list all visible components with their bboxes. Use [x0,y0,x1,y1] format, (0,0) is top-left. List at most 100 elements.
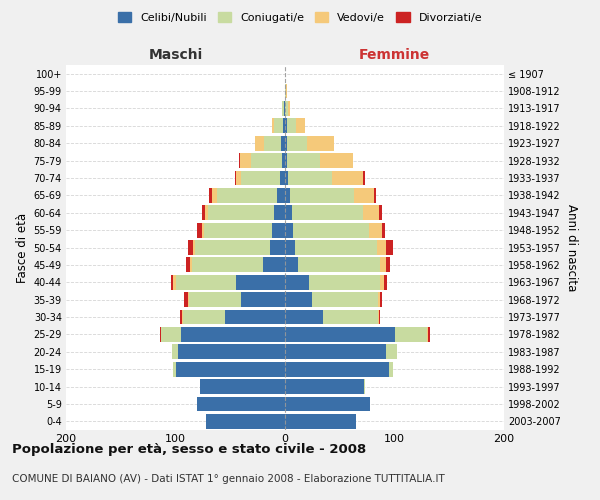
Text: Femmine: Femmine [359,48,430,62]
Bar [285,258,298,272]
Bar [241,292,285,307]
Bar [285,153,287,168]
Bar [160,327,161,342]
Bar [285,118,287,133]
Bar [209,188,212,202]
Bar [217,188,277,202]
Bar [188,240,193,255]
Bar [285,188,290,202]
Bar [240,153,251,168]
Bar [295,240,377,255]
Bar [386,344,397,359]
Bar [171,275,173,289]
Bar [187,258,190,272]
Bar [380,292,382,307]
Bar [239,153,240,168]
Bar [173,275,176,289]
Bar [172,344,178,359]
Bar [285,240,295,255]
Bar [173,362,176,376]
Bar [383,275,387,289]
Text: Popolazione per età, sesso e stato civile - 2008: Popolazione per età, sesso e stato civil… [12,442,366,456]
Bar [285,362,389,376]
Bar [183,310,225,324]
Bar [285,136,287,150]
Bar [296,118,305,133]
Bar [264,136,281,150]
Bar [389,362,394,376]
Bar [195,240,269,255]
Bar [188,292,241,307]
Bar [354,188,374,202]
Bar [277,188,285,202]
Bar [176,362,285,376]
Bar [263,258,285,272]
Bar [287,153,320,168]
Bar [236,275,285,289]
Bar [386,258,390,272]
Bar [180,310,182,324]
Bar [298,258,380,272]
Bar [374,188,376,202]
Bar [274,206,285,220]
Bar [282,101,284,116]
Bar [285,206,292,220]
Y-axis label: Fasce di età: Fasce di età [16,212,29,282]
Bar [200,379,285,394]
Bar [285,344,386,359]
Bar [286,84,287,98]
Bar [274,118,283,133]
Bar [292,206,363,220]
Legend: Celibi/Nubili, Coniugati/e, Vedovi/e, Divorziati/e: Celibi/Nubili, Coniugati/e, Vedovi/e, Di… [113,8,487,28]
Bar [236,170,241,186]
Bar [323,310,378,324]
Bar [285,414,356,428]
Bar [382,222,385,238]
Bar [190,258,192,272]
Bar [251,153,282,168]
Bar [288,170,332,186]
Bar [285,327,395,342]
Bar [379,310,380,324]
Bar [192,258,263,272]
Bar [285,310,323,324]
Bar [332,170,363,186]
Bar [364,379,365,394]
Bar [287,136,307,150]
Bar [212,188,217,202]
Bar [313,292,378,307]
Bar [284,101,285,116]
Bar [309,275,380,289]
Bar [377,240,386,255]
Bar [386,240,394,255]
Text: COMUNE DI BAIANO (AV) - Dati ISTAT 1° gennaio 2008 - Elaborazione TUTTITALIA.IT: COMUNE DI BAIANO (AV) - Dati ISTAT 1° ge… [12,474,445,484]
Bar [370,222,382,238]
Bar [283,118,285,133]
Bar [380,258,386,272]
Bar [285,101,288,116]
Bar [202,206,205,220]
Bar [285,275,309,289]
Bar [285,84,286,98]
Bar [285,222,293,238]
Bar [285,396,370,411]
Bar [280,170,285,186]
Bar [204,222,272,238]
Bar [225,310,285,324]
Bar [428,327,430,342]
Bar [206,414,285,428]
Bar [197,222,202,238]
Bar [378,292,380,307]
Text: Maschi: Maschi [148,48,203,62]
Bar [181,327,285,342]
Bar [320,153,353,168]
Bar [290,188,354,202]
Bar [363,206,379,220]
Bar [395,327,427,342]
Bar [363,170,365,186]
Bar [235,170,236,186]
Bar [379,206,382,220]
Bar [184,292,188,307]
Bar [178,344,285,359]
Bar [256,136,264,150]
